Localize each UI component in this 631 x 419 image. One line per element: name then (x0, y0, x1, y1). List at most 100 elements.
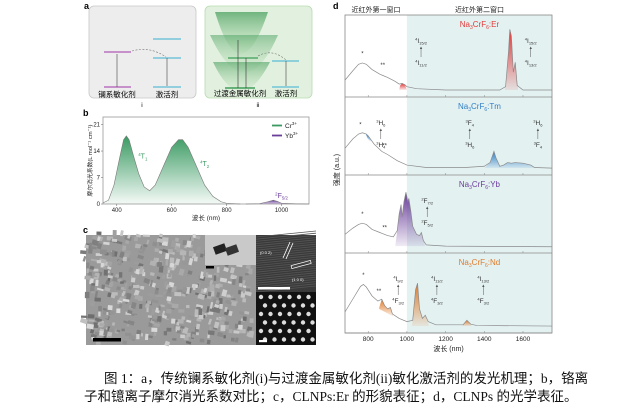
title-part: 6 (485, 263, 488, 269)
term-sub: 15/2 (419, 41, 428, 46)
atomic-scale-bar (259, 340, 267, 343)
nanoparticle (165, 253, 170, 260)
nanoparticle (94, 297, 101, 302)
nanoparticle (107, 261, 113, 267)
nanoparticle (138, 250, 145, 254)
transition-upper: 2F7/2 (421, 197, 434, 206)
x-tick-label: 1600 (516, 336, 531, 343)
nanoparticle (154, 248, 159, 253)
nanoparticle (134, 243, 142, 249)
nanoparticle (88, 319, 95, 322)
nanoparticle (220, 324, 226, 332)
term-base: I (396, 276, 398, 283)
term-sup: 4 (525, 37, 528, 42)
panel-label-b: b (83, 108, 89, 118)
nanoparticle (185, 340, 192, 345)
nanoparticle (238, 283, 243, 288)
title-part: Na (460, 20, 471, 29)
nanoparticle (216, 266, 220, 273)
term-sub: 3/2 (399, 301, 405, 306)
atom-column (306, 311, 311, 317)
legend-label-Cr: Cr3+ (285, 121, 297, 130)
nir2-window-label: 近红外第二窗口 (455, 5, 504, 14)
spectrum-line (344, 192, 553, 248)
series-area-Cr (103, 135, 241, 204)
term-sup: 4 (415, 59, 418, 64)
nanoparticle (182, 286, 188, 293)
nanoparticle (242, 329, 246, 334)
nanoparticle (155, 294, 163, 298)
nanoparticle (101, 314, 109, 319)
nanoparticle (86, 267, 90, 274)
nanoparticle (142, 244, 148, 248)
nanoparticle (218, 297, 223, 304)
atom-column (268, 294, 273, 300)
term-base: I (417, 38, 419, 45)
nanoparticle (141, 246, 146, 252)
nanoparticle (174, 258, 181, 266)
nanoparticle (242, 298, 247, 303)
nanoparticle (171, 285, 177, 293)
nanoparticle (226, 294, 232, 298)
nanoparticle (169, 257, 175, 264)
title-part: Na (459, 180, 470, 189)
nanoparticle (192, 283, 196, 291)
title-part: Na (458, 102, 469, 111)
nanoparticle (121, 245, 127, 252)
term-sub: 13/2 (529, 63, 538, 68)
nanoparticle (219, 283, 223, 288)
term-sup: 4 (431, 275, 434, 280)
nanoparticle (245, 264, 252, 270)
legend-base: Cr (285, 123, 293, 130)
nanoparticle (111, 250, 115, 257)
atom-column (291, 303, 296, 308)
arrow-head (536, 128, 540, 131)
nanoparticle (186, 332, 191, 337)
nanoparticle (219, 277, 228, 283)
nanoparticle (133, 289, 140, 297)
lattice-fringe (255, 270, 317, 277)
nanoparticle (166, 327, 172, 332)
term-base: I (433, 276, 435, 283)
nanoparticle (115, 240, 123, 245)
x-tick-label: 600 (167, 208, 178, 214)
spectrum-line (344, 29, 552, 91)
energy-transfer-dashed (131, 49, 167, 58)
term-base: F (424, 198, 428, 205)
atom-column (258, 328, 264, 334)
nanoparticle (157, 315, 162, 322)
term-sup: 3 (534, 141, 537, 146)
atom-column (272, 320, 277, 325)
nanoparticle (94, 291, 99, 298)
nanoparticle (249, 318, 254, 323)
term-sub: 15/2 (529, 41, 538, 46)
nanoparticle (144, 303, 150, 309)
atom-column (296, 294, 302, 300)
lattice-fringe (255, 232, 317, 240)
nanoparticle (88, 247, 93, 254)
lanthanide-sensitizer-label: 镧系敏化剂 (98, 89, 136, 99)
nanoparticle (131, 274, 138, 279)
nanoparticle (147, 315, 153, 318)
nanoparticle (162, 248, 169, 254)
nanoparticle (119, 251, 125, 259)
nanoparticle (119, 230, 124, 237)
nanoparticle (89, 285, 96, 292)
title-part: 6 (485, 185, 488, 191)
term-sub: 11/2 (419, 63, 427, 68)
nanoparticle (180, 334, 185, 339)
title-part: 3 (469, 185, 472, 191)
nanoparticle (141, 336, 146, 341)
nanoparticle (93, 268, 99, 272)
nanoparticle (123, 320, 130, 325)
nanoparticle (171, 318, 176, 324)
nanoparticle (194, 235, 201, 240)
transition-lower: 3H4 (376, 141, 386, 150)
nanoparticle-closeup (212, 243, 228, 255)
nanoparticle (128, 285, 133, 290)
lattice-fringe (255, 276, 317, 284)
legend-sup: 3+ (293, 131, 299, 136)
y-tick-label: 7 (97, 176, 101, 182)
arrow-head (468, 128, 471, 131)
nanoparticle (150, 308, 156, 316)
